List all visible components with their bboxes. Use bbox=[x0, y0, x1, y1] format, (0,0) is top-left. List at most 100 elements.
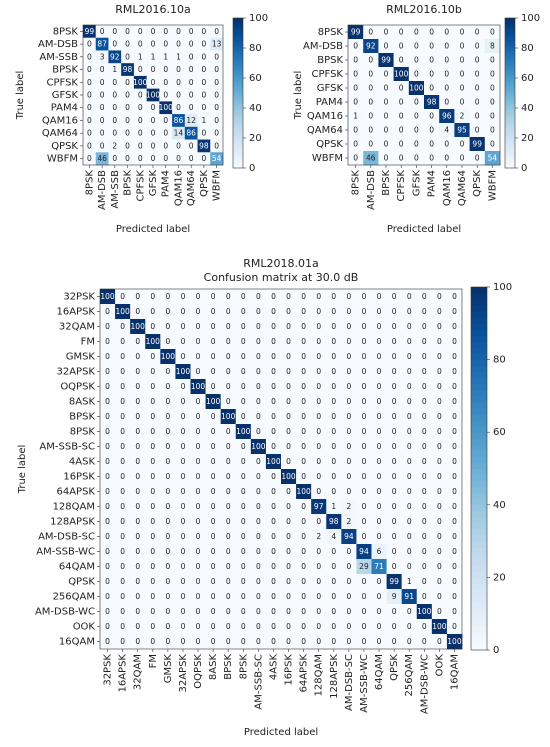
cell-label: 0 bbox=[362, 412, 367, 421]
cell-label: 0 bbox=[422, 562, 427, 571]
cell-label: 99 bbox=[351, 28, 361, 37]
cell-label: 0 bbox=[362, 397, 367, 406]
heatmap-cell bbox=[197, 114, 211, 128]
heatmap-cell bbox=[175, 439, 191, 455]
cell-label: 0 bbox=[437, 457, 442, 466]
cell-label: 0 bbox=[422, 427, 427, 436]
heatmap-cell bbox=[220, 544, 237, 560]
colorbar-step bbox=[233, 108, 243, 111]
x-tick-label: 32APSK bbox=[178, 654, 189, 693]
colorbar-step bbox=[233, 140, 243, 144]
heatmap-cell bbox=[424, 137, 440, 152]
colorbar-step bbox=[505, 43, 515, 46]
heatmap-cell bbox=[115, 634, 131, 650]
heatmap-cell bbox=[175, 469, 191, 485]
colorbar-step bbox=[471, 456, 487, 463]
cell-label: 100 bbox=[206, 397, 221, 406]
heatmap-cell bbox=[175, 559, 191, 575]
colorbar-step bbox=[505, 130, 515, 134]
cell-label: 0 bbox=[399, 56, 404, 65]
cell-label: 0 bbox=[181, 397, 186, 406]
heatmap-cell bbox=[250, 544, 267, 560]
heatmap-cell bbox=[378, 123, 394, 138]
heatmap-cell bbox=[371, 349, 387, 365]
cell-label: 99 bbox=[389, 577, 399, 586]
cell-label: 0 bbox=[135, 412, 140, 421]
heatmap-cell bbox=[145, 439, 161, 455]
colorbar-step bbox=[471, 347, 487, 355]
heatmap-cell bbox=[416, 394, 433, 410]
heatmap-cell bbox=[100, 529, 116, 545]
colorbar-step bbox=[505, 25, 515, 29]
heatmap-cell bbox=[133, 50, 147, 64]
cell-label: 0 bbox=[346, 412, 351, 421]
x-tick-label: BPSK bbox=[223, 654, 234, 680]
cell-label: 0 bbox=[301, 352, 306, 361]
heatmap-cell bbox=[356, 619, 372, 635]
heatmap-cell bbox=[431, 319, 448, 335]
heatmap-cell bbox=[469, 81, 486, 96]
cell-label: 0 bbox=[163, 91, 168, 100]
heatmap-cell bbox=[311, 319, 327, 335]
colorbar-step bbox=[471, 371, 487, 379]
colorbar-step bbox=[505, 93, 515, 96]
cell-label: 94 bbox=[359, 547, 369, 556]
heatmap-cell bbox=[100, 439, 116, 455]
heatmap-cell bbox=[235, 289, 252, 305]
heatmap-cell bbox=[326, 484, 342, 500]
y-tick-label: 128APSK bbox=[50, 517, 95, 528]
cell-label: 0 bbox=[165, 382, 170, 391]
cell-label: 0 bbox=[346, 487, 351, 496]
cell-label: 0 bbox=[120, 292, 125, 301]
heatmap-cell bbox=[326, 544, 342, 560]
heatmap-cell bbox=[205, 319, 221, 335]
cell-label: 0 bbox=[165, 577, 170, 586]
heatmap-cell bbox=[326, 334, 342, 350]
cell-label: 0 bbox=[120, 517, 125, 526]
cell-label: 0 bbox=[138, 141, 143, 150]
colorbar-tick-label: 60 bbox=[249, 73, 262, 84]
cell-label: 0 bbox=[241, 367, 246, 376]
cell-label: 0 bbox=[286, 322, 291, 331]
x-tick-label: QAM64 bbox=[457, 170, 468, 206]
heatmap-cell bbox=[348, 95, 364, 110]
heatmap-cell bbox=[145, 319, 161, 335]
heatmap-cell bbox=[235, 334, 252, 350]
cell-label: 0 bbox=[377, 427, 382, 436]
cell-label: 0 bbox=[202, 154, 207, 163]
heatmap-cell bbox=[371, 409, 387, 425]
cell-label: 100 bbox=[236, 427, 251, 436]
heatmap-cell bbox=[386, 619, 402, 635]
colorbar-step bbox=[471, 341, 487, 348]
colorbar-step bbox=[471, 492, 487, 500]
heatmap-cell bbox=[393, 53, 410, 68]
cell-label: 0 bbox=[135, 517, 140, 526]
cell-label: 0 bbox=[120, 412, 125, 421]
heatmap-cell bbox=[446, 619, 463, 635]
heatmap-cell bbox=[446, 484, 463, 500]
cell-label: 0 bbox=[120, 577, 125, 586]
cell-label: 0 bbox=[241, 442, 246, 451]
heatmap-cell bbox=[348, 151, 364, 166]
heatmap-cell bbox=[250, 604, 267, 620]
cell-label: 0 bbox=[226, 607, 231, 616]
cell-label: 0 bbox=[196, 562, 201, 571]
heatmap-cell bbox=[190, 454, 206, 470]
cell-label: 0 bbox=[151, 141, 156, 150]
heatmap-cell bbox=[408, 67, 425, 82]
heatmap-cell bbox=[393, 67, 410, 82]
heatmap-cell bbox=[378, 81, 394, 96]
heatmap-cell bbox=[130, 379, 146, 395]
heatmap-cell bbox=[160, 319, 176, 335]
heatmap-cell bbox=[190, 469, 206, 485]
cell-label: 0 bbox=[384, 154, 389, 163]
cell-label: 0 bbox=[286, 607, 291, 616]
heatmap-cell bbox=[250, 619, 267, 635]
heatmap-cell bbox=[130, 364, 146, 380]
heatmap-cell bbox=[401, 304, 418, 320]
heatmap-cell bbox=[424, 81, 440, 96]
cell-label: 0 bbox=[256, 592, 261, 601]
heatmap-cell bbox=[386, 364, 402, 380]
cell-label: 0 bbox=[444, 28, 449, 37]
cell-label: 0 bbox=[135, 382, 140, 391]
